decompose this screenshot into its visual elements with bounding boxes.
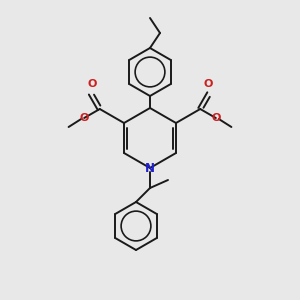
Text: O: O (203, 80, 213, 89)
Text: O: O (80, 113, 89, 123)
Text: O: O (211, 113, 220, 123)
Text: O: O (87, 80, 97, 89)
Text: N: N (145, 161, 155, 175)
